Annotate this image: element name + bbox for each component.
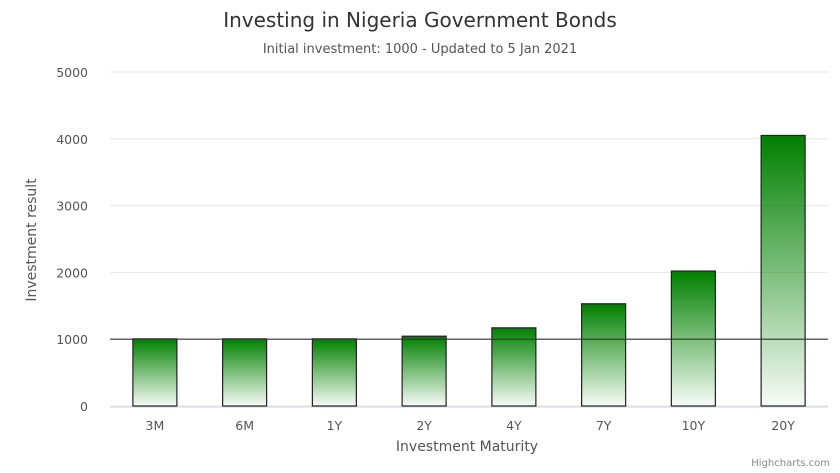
x-tick-label: 6M bbox=[235, 418, 254, 433]
y-tick-label: 0 bbox=[80, 399, 88, 414]
y-tick-label: 4000 bbox=[56, 132, 88, 147]
bar-20Y[interactable] bbox=[760, 134, 806, 407]
x-tick-label: 3M bbox=[146, 418, 165, 433]
credits-link[interactable]: Highcharts.com bbox=[751, 458, 830, 469]
y-tick-label: 2000 bbox=[56, 265, 88, 280]
bar-1Y[interactable] bbox=[311, 338, 357, 407]
chart-title: Investing in Nigeria Government Bonds bbox=[223, 8, 617, 32]
bar-2Y[interactable] bbox=[401, 335, 447, 407]
chart-subtitle: Initial investment: 1000 - Updated to 5 … bbox=[263, 42, 577, 57]
y-tick-label: 3000 bbox=[56, 199, 88, 214]
x-tick-label: 2Y bbox=[416, 418, 432, 433]
x-tick-label: 20Y bbox=[771, 418, 795, 433]
bar-3M[interactable] bbox=[132, 338, 178, 407]
y-tick-label: 5000 bbox=[56, 65, 88, 80]
x-tick-label: 1Y bbox=[327, 418, 343, 433]
x-tick-label: 10Y bbox=[682, 418, 706, 433]
x-tick-label: 4Y bbox=[506, 418, 522, 433]
bar-7Y[interactable] bbox=[581, 303, 627, 407]
x-tick-label: 7Y bbox=[596, 418, 612, 433]
x-axis-title: Investment Maturity bbox=[396, 439, 538, 455]
bar-10Y[interactable] bbox=[670, 270, 716, 407]
y-tick-label: 1000 bbox=[56, 332, 88, 347]
y-axis-title: Investment result bbox=[24, 178, 40, 302]
bar-4Y[interactable] bbox=[491, 327, 537, 407]
bar-6M[interactable] bbox=[222, 338, 268, 407]
